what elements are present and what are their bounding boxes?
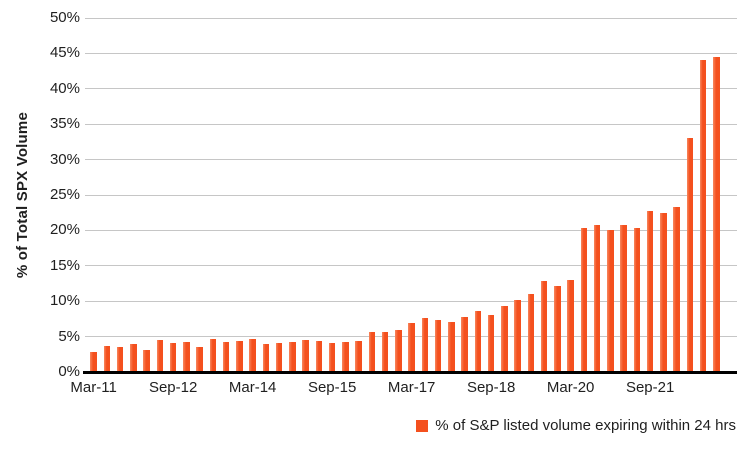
bar-Sep-22 (699, 60, 707, 372)
bar-Mar-21 (620, 224, 627, 372)
bar-Mar-13 (196, 346, 203, 372)
bar-Mar-15 (302, 340, 309, 372)
legend-marker-icon (416, 419, 429, 432)
x-tick-label-Mar-20: Mar-20 (546, 379, 595, 396)
bar-Sep-14 (275, 342, 283, 372)
bar-Jun-16 (368, 332, 376, 372)
bar-Jun-11 (103, 345, 111, 372)
bar-Sep-16 (381, 331, 389, 372)
bar-Dec-12 (183, 341, 190, 372)
x-tick-label-Mar-17: Mar-17 (387, 379, 436, 396)
y-tick-label: 50% (49, 9, 80, 26)
x-tick-label-Mar-14: Mar-14 (228, 379, 277, 396)
bar-Dec-17 (448, 322, 455, 372)
bar-Mar-11 (90, 352, 97, 372)
bar-Dec-20 (607, 229, 614, 372)
bar-Mar-14 (249, 338, 256, 372)
gridline (85, 88, 737, 90)
y-tick-label: 15% (49, 256, 80, 274)
x-tick-label-Sep-18: Sep-18 (466, 379, 516, 396)
bar-Dec-22 (713, 56, 720, 372)
gridline (85, 300, 737, 302)
y-tick-label: 25% (49, 186, 80, 203)
x-tick-label-Sep-15: Sep-15 (307, 379, 357, 396)
gridline (85, 265, 737, 267)
bar-Mar-17 (408, 323, 415, 372)
bar-Dec-13 (236, 340, 243, 372)
gridline (85, 229, 737, 231)
bar-Jun-14 (262, 344, 270, 372)
bar-Jun-15 (315, 340, 323, 372)
gridline (85, 17, 737, 19)
bar-Sep-12 (169, 342, 177, 372)
bar-Mar-20 (567, 279, 574, 372)
gridline (85, 194, 737, 196)
bar-Dec-19 (554, 286, 561, 372)
bar-Jun-19 (527, 294, 535, 372)
bar-Sep-18 (487, 314, 495, 372)
bar-Dec-14 (289, 342, 296, 372)
bar-Dec-16 (395, 329, 402, 372)
y-tick-label: 5% (58, 327, 80, 345)
x-tick-label-Mar-11: Mar-11 (70, 379, 117, 396)
x-tick-label-Sep-21: Sep-21 (625, 379, 675, 396)
bar-Dec-18 (501, 306, 508, 372)
bar-Dec-21 (660, 213, 667, 372)
bar-Jun-18 (474, 311, 482, 372)
legend-label: % of S&P listed volume expiring within 2… (435, 417, 736, 434)
bar-Sep-13 (222, 342, 230, 372)
gridline (85, 159, 737, 161)
y-tick-label: 40% (49, 79, 80, 97)
bar-Sep-20 (593, 225, 601, 372)
y-tick-label: 35% (49, 115, 80, 133)
bar-Mar-16 (355, 340, 362, 372)
bar-Sep-11 (116, 346, 124, 372)
y-tick-label: 45% (49, 44, 80, 62)
bar-Sep-15 (328, 342, 336, 372)
bar-Dec-15 (342, 342, 349, 372)
legend: % of S&P listed volume expiring within 2… (416, 417, 736, 434)
bar-Mar-19 (514, 299, 521, 372)
bar-Mar-22 (673, 207, 680, 372)
bar-Jun-21 (633, 228, 641, 372)
bar-Mar-18 (461, 316, 468, 372)
bar-Jun-20 (580, 227, 588, 372)
bar-Mar-12 (143, 350, 150, 372)
gridline (85, 123, 737, 125)
bar-Sep-17 (434, 319, 442, 372)
y-tick-label: 30% (49, 150, 80, 168)
y-tick-label: 20% (49, 221, 80, 239)
bar-Sep-19 (540, 280, 548, 372)
y-tick-label: 0% (58, 363, 80, 380)
bar-Dec-11 (130, 344, 137, 372)
bar-Jun-13 (209, 338, 217, 372)
bar-Jun-22 (686, 138, 694, 372)
bar-Jun-12 (156, 340, 164, 372)
x-tick-label-Sep-12: Sep-12 (148, 379, 198, 396)
x-axis-line (83, 371, 737, 374)
y-tick-label: 10% (49, 292, 80, 310)
gridline (85, 52, 737, 54)
bar-Jun-17 (421, 318, 429, 372)
bar-Sep-21 (646, 210, 654, 372)
